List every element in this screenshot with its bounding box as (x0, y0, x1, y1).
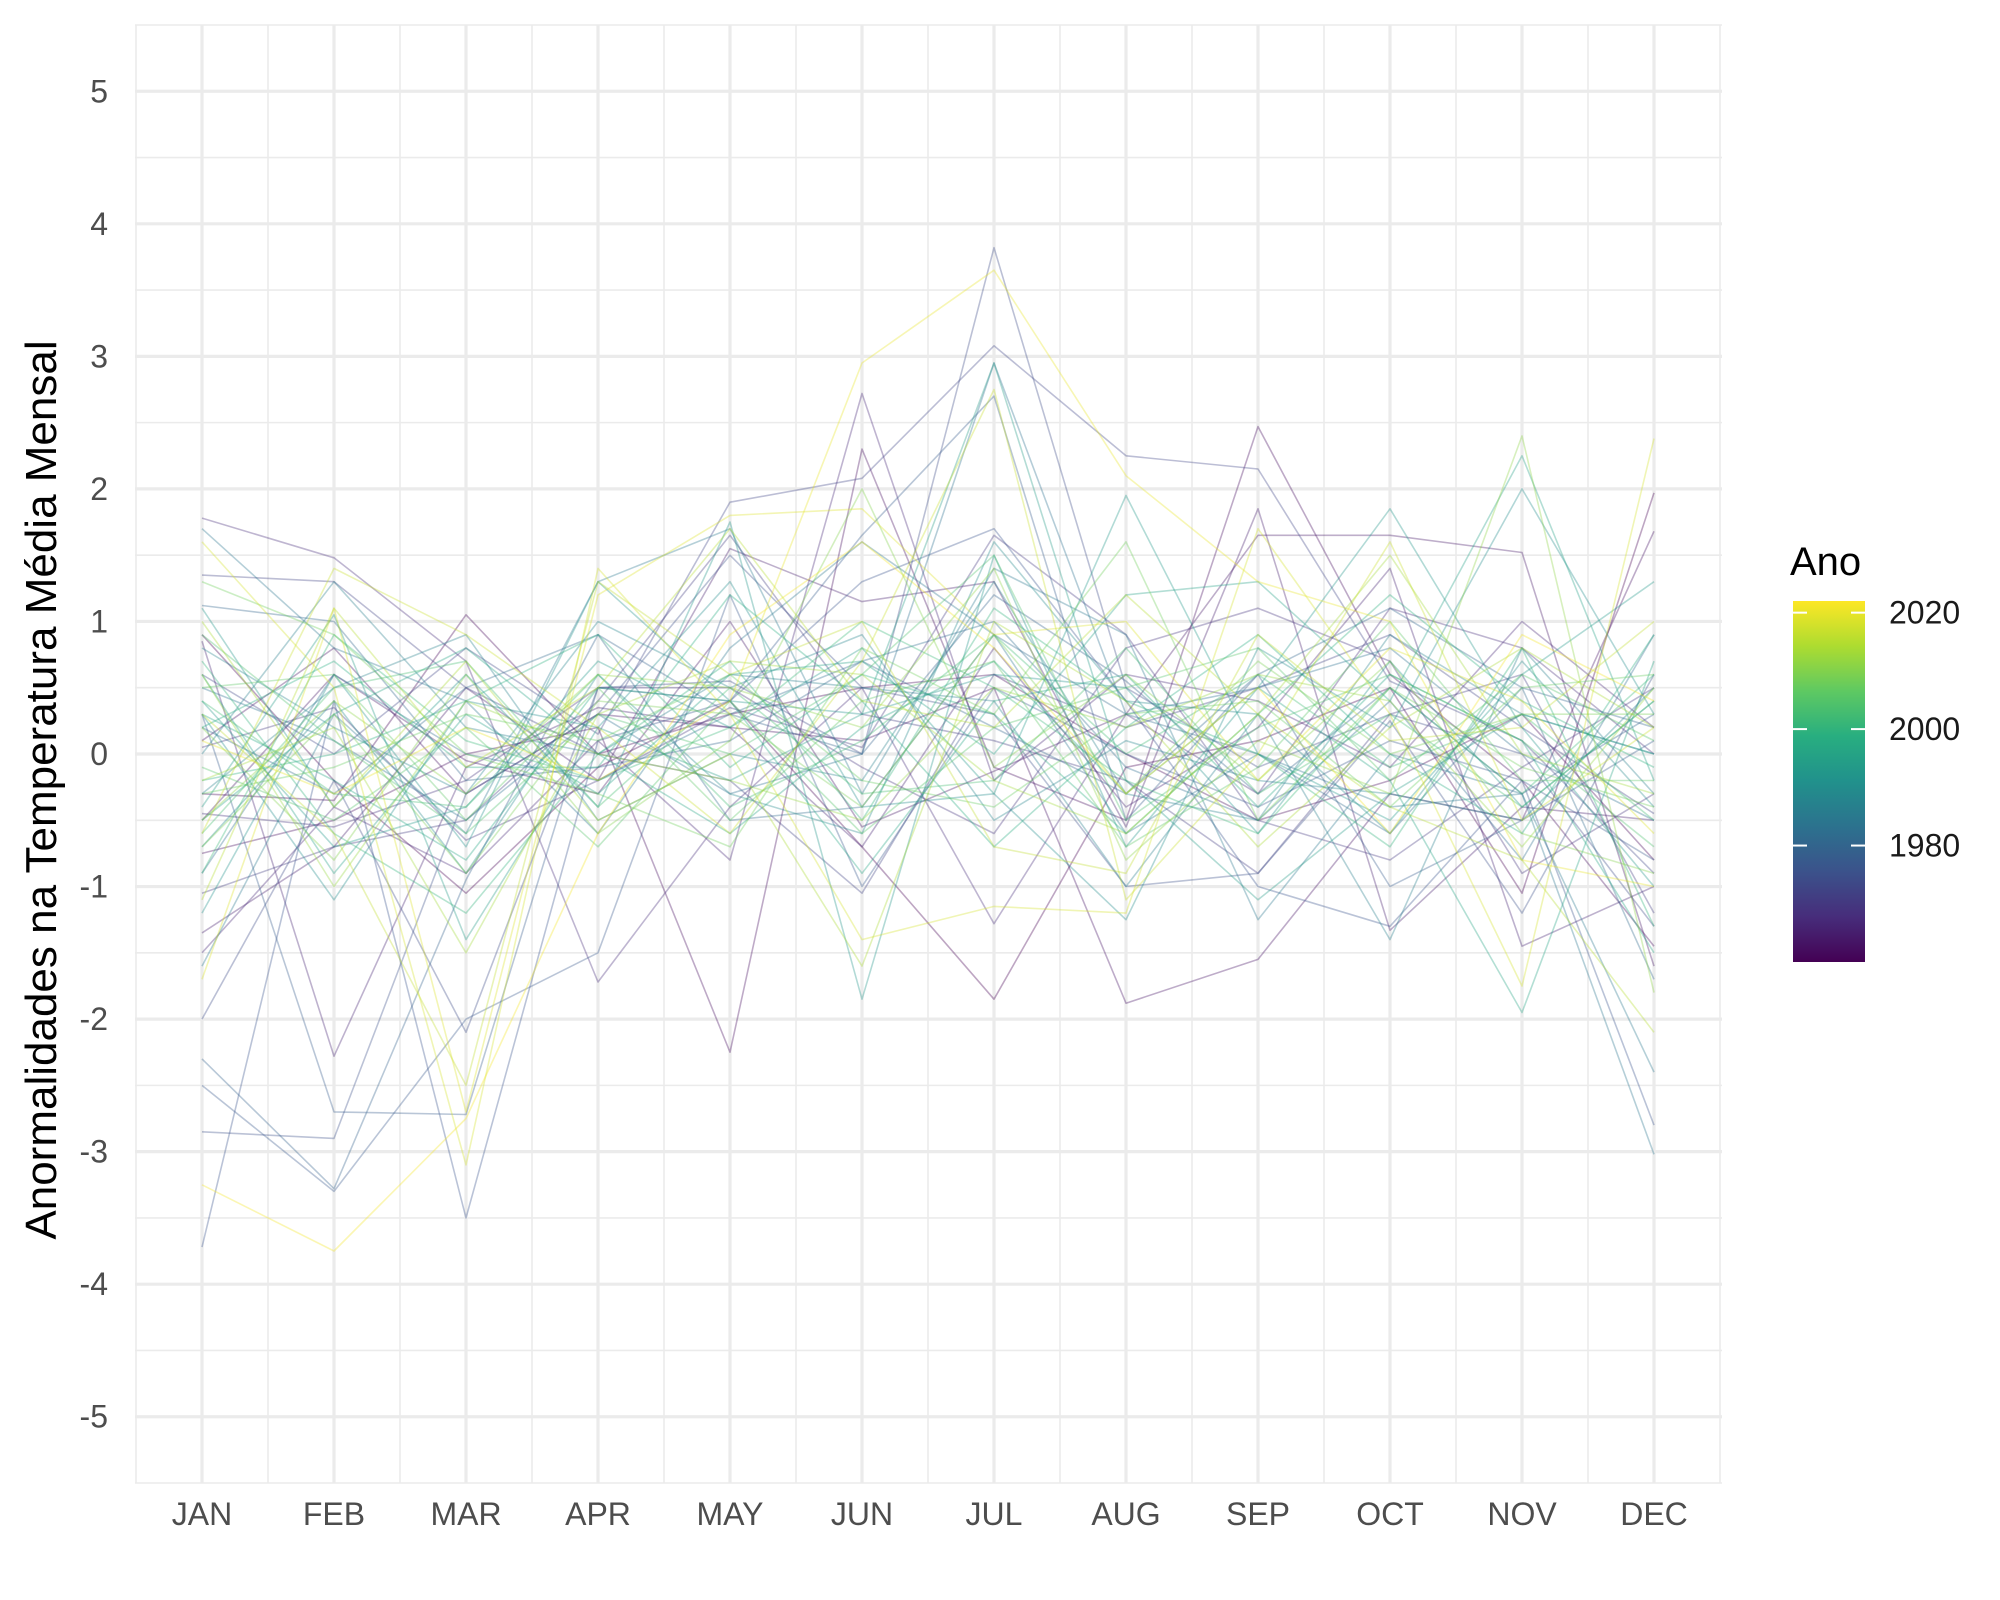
series-line-2011 (201, 435, 1655, 993)
legend-break-label: 1980 (1889, 828, 1960, 864)
series-line-1989 (201, 541, 1655, 875)
series-line-1969 (201, 607, 1655, 875)
y-tick-label: -3 (80, 1134, 108, 1170)
series-line-1993 (201, 494, 1655, 848)
series-line-1976 (201, 527, 1655, 1248)
series-line-2006 (201, 620, 1654, 848)
series-line-2004 (201, 554, 1655, 848)
series-line-1979 (201, 594, 1655, 1190)
series-line-2014 (201, 620, 1655, 967)
series-line-1975 (201, 554, 1655, 1140)
series-line-1983 (201, 362, 1655, 822)
x-tick-label: OCT (1356, 1496, 1424, 1532)
x-tick-label: NOV (1487, 1496, 1557, 1532)
series-line-1963 (201, 530, 1655, 1005)
series-line-1984 (201, 528, 1655, 1155)
series-line-2018 (201, 438, 1655, 1166)
series-line-2000 (201, 607, 1655, 927)
series-line-1962 (201, 425, 1655, 1053)
series-line-2015 (201, 527, 1655, 1033)
x-tick-label: MAR (430, 1496, 501, 1532)
x-tick-label: SEP (1226, 1496, 1290, 1532)
series-line-1991 (201, 580, 1655, 914)
series-line-1998 (201, 594, 1655, 848)
series-line-1995 (201, 454, 1655, 875)
series-line-1990 (201, 488, 1655, 921)
y-tick-label: 3 (90, 338, 108, 374)
y-tick-label: 4 (90, 206, 108, 242)
series-line-1971 (201, 534, 1655, 914)
y-tick-label: 2 (90, 471, 108, 507)
series-line-1999 (201, 594, 1655, 835)
series-line-2017 (201, 388, 1655, 901)
x-tick-label: DEC (1620, 1496, 1688, 1532)
legend-ticks: 1980 2000 2020 (1793, 595, 1960, 864)
series-line-1986 (201, 580, 1655, 941)
legend-title: Ano (1790, 540, 1861, 584)
series-lines (201, 246, 1655, 1252)
x-tick-label: JUN (831, 1496, 893, 1532)
series-line-1981 (201, 633, 1655, 980)
series-line-2001 (201, 620, 1655, 874)
series-line-1974 (201, 246, 1655, 1034)
series-line-1972 (201, 574, 1655, 895)
legend-colorbar (1793, 601, 1865, 962)
x-tick-label: MAY (697, 1496, 764, 1532)
y-tick-label: -1 (80, 869, 108, 905)
series-line-2003 (201, 647, 1655, 835)
x-tick-label: APR (565, 1496, 631, 1532)
y-tick-label: 5 (90, 73, 108, 109)
y-tick-label: -2 (80, 1001, 108, 1037)
series-line-1973 (201, 344, 1655, 874)
series-line-1988 (201, 620, 1655, 822)
series-line-2020 (201, 269, 1655, 888)
grid (135, 24, 1722, 1484)
x-tick-label: FEB (303, 1496, 365, 1532)
y-tick-label: -5 (80, 1399, 108, 1435)
series-line-1992 (201, 507, 1655, 1001)
series-line-2021 (201, 541, 1655, 1252)
y-axis-title: Anormalidades na Temperatura Média Mensa… (17, 340, 66, 1239)
series-line-1982 (201, 620, 1655, 874)
series-line-2005 (201, 647, 1655, 848)
y-axis-tick-labels: -5 -4 -3 -2 -1 0 1 2 3 4 5 (80, 73, 108, 1434)
legend: Ano 1980 2000 2020 (1790, 540, 1960, 962)
series-line-1968 (201, 517, 1655, 983)
series-line-2013 (201, 554, 1655, 954)
series-line-1960 (201, 492, 1655, 1001)
series-line-2012 (201, 673, 1655, 888)
series-line-2010 (201, 488, 1655, 875)
series-line-1967 (201, 392, 1655, 954)
x-tick-label: AUG (1091, 1496, 1160, 1532)
series-line-1966 (201, 567, 1655, 1057)
series-line-1997 (201, 673, 1655, 954)
series-line-1970 (201, 534, 1655, 861)
series-line-2008 (201, 541, 1655, 848)
series-line-1996 (201, 647, 1655, 1014)
legend-break-label: 2020 (1889, 595, 1960, 631)
y-tick-label: 1 (90, 603, 108, 639)
series-line-1980 (201, 604, 1655, 795)
series-line-1987 (201, 580, 1655, 822)
series-line-2016 (201, 580, 1655, 1087)
series-line-1994 (201, 362, 1655, 941)
legend-break-label: 2000 (1889, 711, 1960, 747)
series-line-1964 (201, 534, 1655, 967)
series-line-1961 (201, 613, 1655, 861)
series-line-1978 (201, 395, 1655, 1116)
y-tick-label: 0 (90, 736, 108, 772)
series-line-2002 (201, 633, 1655, 821)
x-tick-label: JUL (966, 1496, 1023, 1532)
series-line-2007 (201, 673, 1655, 808)
series-line-2019 (201, 507, 1655, 1113)
x-tick-label: JAN (172, 1496, 232, 1532)
series-line-2009 (201, 633, 1654, 875)
series-line-1965 (201, 507, 1655, 934)
series-line-1985 (201, 527, 1655, 1073)
series-line-1977 (201, 594, 1655, 1193)
y-tick-label: -4 (80, 1266, 108, 1302)
x-axis-tick-labels: JAN FEB MAR APR MAY JUN JUL AUG SEP OCT NOV DEC (172, 1496, 1688, 1532)
